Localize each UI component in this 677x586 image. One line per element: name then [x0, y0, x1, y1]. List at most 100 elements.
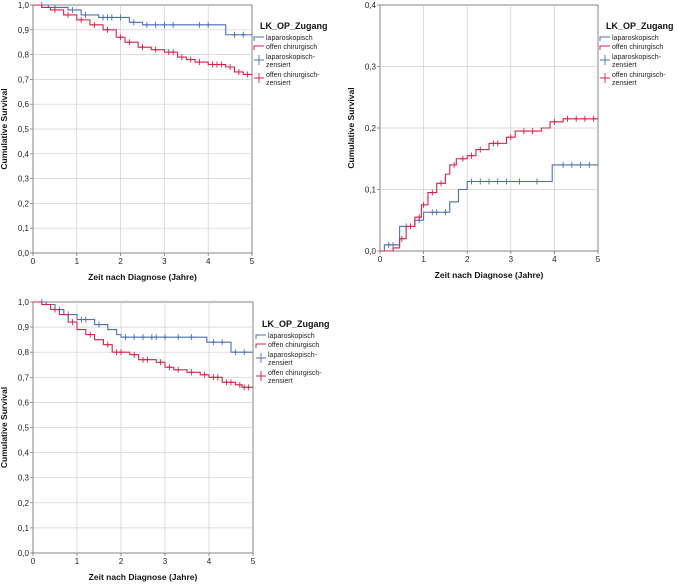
censor-mark — [196, 21, 202, 28]
y-tick-label: 0,4 — [365, 1, 377, 10]
x-tick-label: 0 — [31, 557, 36, 566]
censor-mark — [241, 384, 247, 391]
legend-item-label: offen chirurgisch-zensiert — [266, 72, 320, 87]
censor-mark — [175, 366, 181, 373]
legend-item-label: offen chirurgisch — [268, 342, 319, 349]
x-tick-label: 3 — [509, 255, 514, 264]
censor-mark — [210, 61, 216, 68]
legend-item-label: laparoskopisch — [266, 35, 313, 42]
censor-mark — [232, 349, 238, 356]
censor-mark — [586, 161, 592, 168]
survival-chart-bottom-left: 0,0 0,1 0,2 0,3 0,4 0,5 0,6 0,7 0,8 0,9 1,0 0 1 2 3 4 5 Z… — [0, 298, 330, 582]
legend-swatch-line — [255, 334, 266, 339]
legend-title: LK_OP_Zugang — [606, 21, 674, 31]
censor-mark — [578, 161, 584, 168]
legend-swatch-line — [253, 36, 264, 41]
y-tick-label: 0,8 — [18, 51, 30, 60]
censor-mark — [202, 371, 208, 378]
y-tick-label: 0,8 — [18, 348, 30, 357]
censor-mark — [87, 331, 93, 338]
legend-swatch-line — [255, 343, 266, 348]
censor-mark — [188, 369, 194, 376]
censor-mark — [131, 334, 137, 341]
censor-mark — [521, 128, 527, 135]
y-tick-label: 0,3 — [365, 63, 377, 72]
censor-mark — [227, 64, 233, 70]
legend: LK_OP_Zugang laparoskopisch offen chirurgi… — [253, 21, 328, 87]
x-axis-label: Zeit nach Diagnose (Jahre) — [435, 270, 544, 280]
y-axis-label: Cumulative Survival — [346, 87, 356, 168]
censor-mark — [469, 178, 475, 185]
censor-mark — [104, 26, 110, 33]
censor-mark — [508, 134, 514, 141]
censor-mark — [530, 128, 536, 135]
y-tick-label: 0,1 — [18, 224, 30, 233]
censor-mark — [245, 71, 251, 78]
y-tick-label: 0,6 — [18, 398, 30, 407]
series-line-laparoskopisch — [33, 4, 252, 36]
y-tick-label: 0,6 — [18, 100, 30, 109]
censor-mark — [503, 178, 509, 185]
y-axis-label: Cumulative Survival — [0, 387, 9, 468]
censor-mark — [429, 209, 435, 216]
censor-mark — [140, 44, 145, 51]
x-tick-label: 5 — [596, 255, 601, 264]
legend-swatch-censor — [600, 55, 610, 65]
censor-mark — [52, 306, 58, 313]
y-tick-label: 0,5 — [18, 424, 30, 433]
censor-mark — [69, 6, 75, 13]
censor-mark — [153, 46, 159, 53]
x-tick-label: 1 — [75, 257, 80, 266]
censor-mark — [166, 364, 172, 371]
censor-mark — [126, 39, 132, 46]
censor-mark — [534, 178, 540, 185]
x-tick-label: 4 — [206, 257, 211, 266]
y-tick-label: 0,2 — [18, 199, 30, 208]
censor-mark — [429, 189, 435, 196]
legend-item-label: offen chirurgisch — [266, 44, 317, 51]
legend-swatch-line — [599, 36, 610, 41]
censor-mark — [170, 21, 176, 28]
x-tick-label: 2 — [119, 557, 124, 566]
y-tick-label: 0,5 — [18, 125, 30, 134]
censor-mark — [451, 161, 457, 168]
censor-mark — [438, 180, 444, 187]
censor-mark — [517, 178, 523, 185]
censor-mark — [118, 34, 124, 41]
censor-mark — [205, 21, 211, 28]
legend-item-label: laparoskopisch — [268, 333, 315, 340]
legend-item-label: offen chirurgisch-zensiert — [268, 370, 322, 385]
censor-mark — [469, 152, 475, 159]
censor-mark — [96, 321, 102, 328]
censor-mark — [104, 14, 110, 21]
legend-swatch-censor — [256, 353, 266, 363]
censor-mark — [218, 61, 224, 68]
censor-mark — [215, 374, 221, 381]
y-tick-label: 0,3 — [18, 474, 30, 483]
censor-mark — [551, 118, 557, 125]
y-tick-label: 0,4 — [18, 150, 30, 159]
y-tick-label: 0,4 — [18, 449, 30, 458]
censor-mark — [65, 11, 71, 18]
censor-mark — [140, 334, 146, 341]
legend-item-label: offen chirurgisch-zensiert — [612, 72, 666, 87]
censor-mark — [210, 374, 216, 381]
censor-mark — [118, 349, 124, 356]
censor-mark — [144, 21, 150, 28]
x-tick-label: 5 — [251, 557, 256, 566]
censor-mark — [78, 16, 84, 23]
censor-mark — [236, 68, 242, 75]
censor-mark — [70, 319, 76, 326]
censor-mark — [162, 334, 168, 341]
censor-mark — [573, 115, 579, 122]
censor-mark — [246, 384, 252, 391]
legend-title: LK_OP_Zugang — [262, 319, 330, 329]
censor-mark — [153, 334, 159, 341]
x-tick-label: 5 — [250, 257, 255, 266]
legend-item-label: laparoskopisch-zensiert — [266, 54, 316, 69]
censor-mark — [196, 59, 202, 66]
legend-item-label: laparoskopisch-zensiert — [612, 54, 662, 69]
censor-mark — [582, 115, 588, 122]
y-tick-label: 0,9 — [18, 323, 30, 332]
censor-mark — [170, 49, 176, 56]
